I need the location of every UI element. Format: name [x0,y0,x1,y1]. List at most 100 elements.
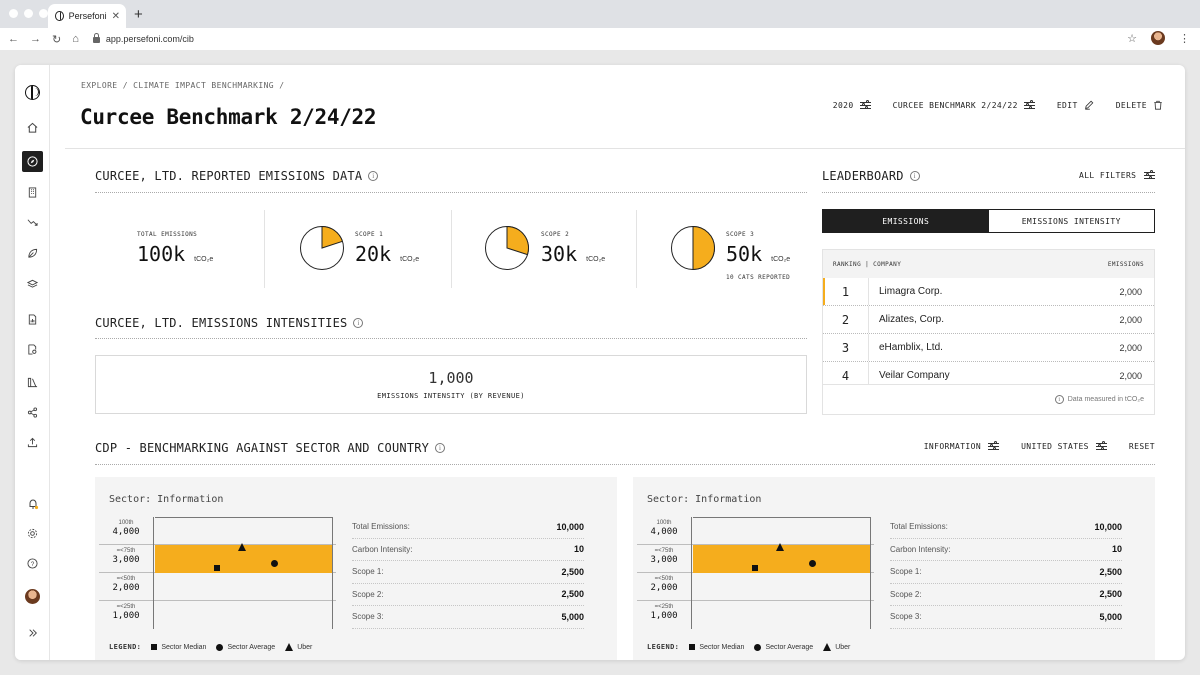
window-controls[interactable] [9,9,48,18]
help-icon[interactable]: ? [22,553,43,574]
home-browser-icon[interactable]: ⌂ [72,32,79,45]
percentile-label: =<25th [654,604,674,610]
url-text: app.persefoni.com/cib [105,34,194,44]
info-icon[interactable]: i [435,443,446,453]
reload-icon[interactable]: ↻ [52,33,62,46]
bell-icon[interactable] [22,493,43,514]
table-row[interactable]: 2 Alizates, Corp. 2,000 [823,306,1154,334]
total-emissions-unit: tCO₂e [194,256,214,263]
lock-icon [92,33,100,43]
new-tab-icon[interactable]: + [134,6,143,23]
all-filters-button[interactable]: ALL FILTERS [1079,170,1156,180]
home-icon[interactable] [22,117,43,138]
expand-icon[interactable] [22,622,43,643]
stat-value: 5,000 [1099,611,1122,622]
section-divider [95,464,1155,465]
back-icon[interactable]: ← [8,32,19,45]
browser-chrome: Persefoni ✕ + ← → ↻ ⌂ app.persefoni.com/… [0,0,1200,50]
percentile-row: =<50th 2,000 [99,573,336,601]
stat-row: Carbon Intensity: 10 [352,539,584,561]
circle-icon [216,643,224,651]
close-tab-icon[interactable]: ✕ [111,10,120,22]
col-emissions-header[interactable]: EMISSIONS [1107,260,1144,268]
percentile-row: 100th 4,000 [637,517,874,545]
layers-icon[interactable] [22,273,43,294]
library-icon[interactable] [22,372,43,393]
info-icon[interactable]: i [353,318,364,328]
forward-icon[interactable]: → [30,32,41,45]
legend-label: Uber [835,643,851,651]
url-field[interactable]: app.persefoni.com/cib [92,33,194,44]
country-filter-label: UNITED STATES [1021,442,1089,451]
percentile-value: 1,000 [112,611,140,621]
building-icon[interactable] [22,182,43,203]
sector-stats: Total Emissions: 10,000 Carbon Intensity:… [352,516,584,629]
stat-value: 10,000 [556,521,584,532]
percentile-label: =<50th [654,576,674,582]
year-filter[interactable]: 2020 [833,99,871,110]
sector-average-marker[interactable] [809,560,816,567]
uber-marker[interactable] [776,543,784,551]
document-search-icon[interactable] [22,339,43,360]
sector-median-marker[interactable] [752,565,758,571]
info-icon[interactable]: i [368,171,379,181]
browser-tab[interactable]: Persefoni ✕ [48,4,126,28]
table-row[interactable]: 3 eHamblix, Ltd. 2,000 [823,334,1154,362]
cdp-section-title: CDP - BENCHMARKING AGAINST SECTOR AND CO… [95,441,446,455]
explore-icon[interactable] [22,151,43,172]
chart-legend: LEGEND: Sector Median Sector Average Ube… [647,643,850,651]
tab-emissions[interactable]: EMISSIONS [823,210,989,232]
legend-title: LEGEND: [647,643,680,651]
delete-button[interactable]: DELETE [1116,100,1163,110]
trend-icon[interactable] [22,212,43,233]
sector-filter[interactable]: INFORMATION [923,441,1000,451]
percentile-chart: 100th 4,000 =<75th 3,000 =<50th 2,000 =<25t… [637,517,874,629]
stat-value: 2,500 [1099,589,1122,600]
bookmark-star-icon[interactable]: ☆ [1127,32,1137,45]
info-icon[interactable]: i [909,171,920,181]
minimize-window-dot[interactable] [24,9,33,18]
sidebar: ? [15,65,50,660]
legend-label: Uber [297,643,313,651]
edit-button[interactable]: EDIT [1057,100,1094,110]
gear-icon[interactable] [22,523,43,544]
col-company-header[interactable]: RANKING | COMPANY [833,260,902,268]
profile-avatar[interactable] [1151,31,1165,45]
uber-marker[interactable] [238,543,246,551]
emissions-cell: 2,000 [1119,314,1142,325]
leaf-icon[interactable] [22,243,43,264]
tab-title: Persefoni [68,11,107,21]
sliders-icon [988,441,1000,451]
report-icon[interactable] [22,309,43,330]
tab-emissions-intensity[interactable]: EMISSIONS INTENSITY [1021,216,1121,226]
leaderboard-title-text: LEADERBOARD [822,169,904,183]
maximize-window-dot[interactable] [39,9,48,18]
stat-row: Scope 2: 2,500 [890,584,1122,606]
intensity-label: EMISSIONS INTENSITY (BY REVENUE) [377,392,525,400]
country-filter[interactable]: UNITED STATES [1021,441,1107,451]
upload-icon[interactable] [22,432,43,453]
stat-label: Scope 2: [352,589,384,599]
sector-median-marker[interactable] [214,565,220,571]
share-icon[interactable] [22,402,43,423]
stat-value: 2,500 [1099,566,1122,577]
scope3-stat: SCOPE 3 50k tCO₂e 10 CATS REPORTED [726,210,790,288]
percentile-row: 100th 4,000 [99,517,336,545]
stat-label: Carbon Intensity: [890,544,951,554]
table-row[interactable]: 1 Limagra Corp. 2,000 [823,278,1154,306]
company-cell: Alizates, Corp. [879,314,945,325]
triangle-icon [823,643,832,651]
address-bar: ← → ↻ ⌂ app.persefoni.com/cib ☆ ⋮ [0,28,1200,50]
sector-filter-label: INFORMATION [923,442,982,451]
breadcrumb[interactable]: EXPLORE / CLIMATE IMPACT BENCHMARKING / [81,81,285,90]
benchmark-filter[interactable]: CURCEE BENCHMARK 2/24/22 [893,99,1035,110]
percentile-row: =<25th 1,000 [637,601,874,629]
browser-menu-icon[interactable]: ⋮ [1179,32,1190,45]
reset-button[interactable]: RESET [1128,442,1155,451]
persefoni-logo-icon[interactable] [22,82,43,103]
close-window-dot[interactable] [9,9,18,18]
scope2-label: SCOPE 2 [541,231,570,238]
avatar[interactable] [22,586,43,607]
scope1-value: 20k [355,242,392,266]
sector-average-marker[interactable] [271,560,278,567]
